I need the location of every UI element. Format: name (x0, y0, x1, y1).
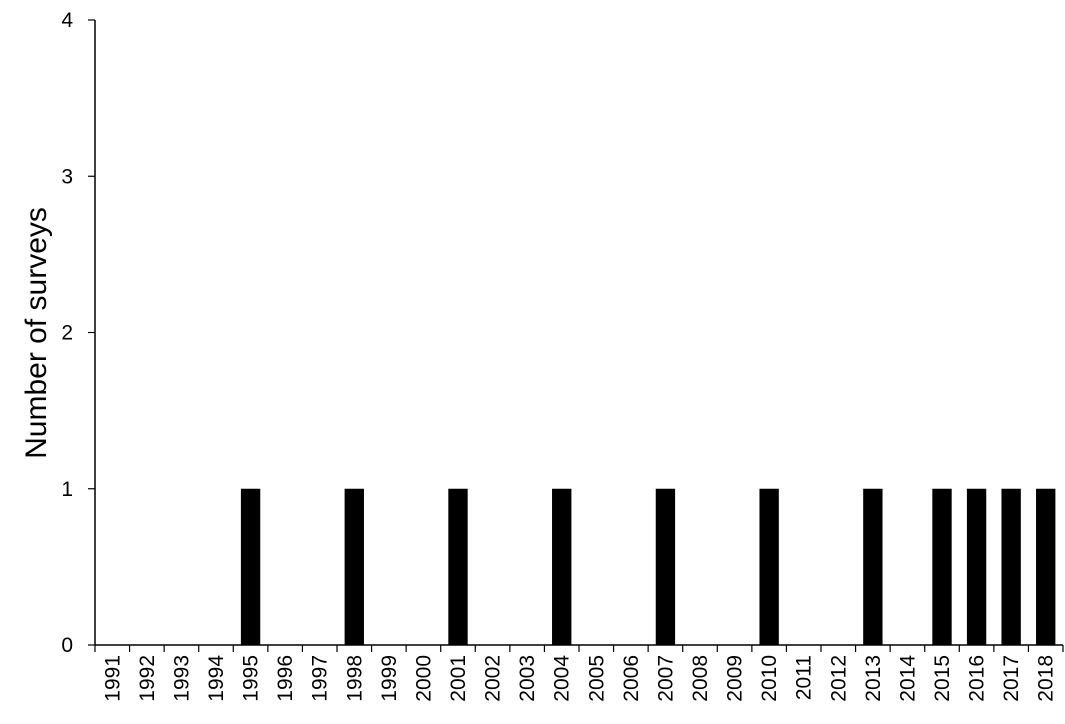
bar-series (240, 488, 1056, 645)
x-tick-label: 1996 (274, 655, 297, 702)
bar (932, 488, 952, 645)
x-tick-label: 2017 (1000, 655, 1023, 702)
bar (655, 488, 676, 645)
y-tick-label: 4 (61, 9, 73, 32)
x-tick-label: 1995 (240, 655, 263, 702)
x-tick-label: 2013 (862, 655, 885, 702)
x-tick-label: 2018 (1035, 655, 1058, 702)
x-tick-label: 2011 (793, 655, 816, 700)
x-tick-label: 2001 (447, 655, 470, 702)
x-tick-label: 1994 (205, 655, 228, 702)
bar (1036, 488, 1056, 645)
x-tick-label: 2003 (516, 655, 539, 702)
x-tick-label: 2004 (551, 655, 574, 702)
bar (344, 488, 364, 645)
x-tick-label: 2010 (758, 655, 781, 702)
x-tick-label: 2012 (827, 655, 850, 702)
y-axis: 0 1 2 3 4 (61, 9, 95, 657)
x-axis: 1991 1992 1993 1994 1995 1996 1997 1998 1999 2000… (94, 645, 1064, 702)
bar (448, 488, 468, 645)
x-tick-label: 1999 (378, 655, 401, 702)
x-tick-label: 2006 (620, 655, 643, 702)
bar (552, 488, 572, 645)
x-tick-label: 2002 (482, 655, 505, 702)
x-tick-label: 2016 (966, 655, 989, 702)
bar (759, 488, 779, 645)
x-tick-label: 1993 (170, 655, 193, 702)
bar (863, 488, 883, 645)
x-tick-label: 1997 (309, 655, 332, 702)
x-tick-label: 1992 (136, 655, 159, 702)
x-tick-label: 2015 (931, 655, 954, 702)
x-tick-label: 2000 (412, 655, 435, 702)
x-tick-label: 2014 (896, 655, 919, 702)
y-tick-label: 0 (61, 634, 73, 657)
bar (1001, 488, 1021, 645)
x-tick-label: 2008 (689, 655, 712, 702)
bar (240, 488, 261, 645)
x-tick-label: 2007 (654, 655, 677, 702)
bar (966, 488, 987, 645)
x-tick-label: 2009 (724, 655, 747, 702)
y-axis-title: Number of surveys (20, 207, 53, 459)
x-tick-label: 1998 (343, 655, 366, 702)
y-tick-label: 3 (61, 165, 73, 188)
y-tick-label: 1 (61, 478, 73, 501)
x-tick-label: 2005 (585, 655, 608, 702)
x-tick-label: 1991 (101, 655, 124, 702)
y-tick-label: 2 (61, 322, 73, 345)
